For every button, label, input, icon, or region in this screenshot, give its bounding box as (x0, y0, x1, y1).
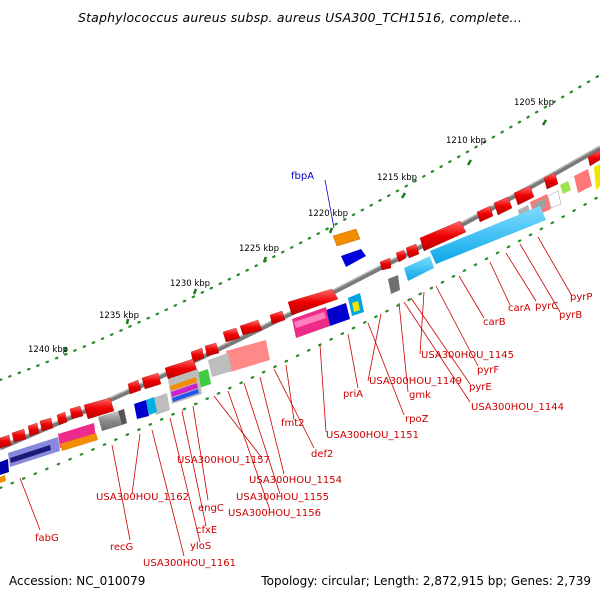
gene-label: recG (110, 542, 133, 553)
gene-label: USA300HOU_1157 (177, 455, 270, 466)
scale-label: 1205 kbp (514, 98, 554, 108)
genome-stats-label: Topology: circular; Length: 2,872,915 bp… (261, 574, 591, 588)
gene-label: pyrE (469, 382, 492, 393)
gene-label: gmk (409, 390, 431, 401)
scale-label: 1230 kbp (170, 279, 210, 289)
gene-label: USA300HOU_1156 (228, 508, 321, 519)
gene-label: USA300HOU_1161 (143, 558, 236, 569)
gene-label: def2 (311, 449, 333, 460)
inner-strand-genes (0, 164, 600, 483)
scale-label: 1215 kbp (377, 173, 417, 183)
forward-genes (324, 179, 366, 267)
gene-label: USA300HOU_1162 (96, 492, 189, 503)
gene-label: USA300HOU_1151 (326, 430, 419, 441)
gene-label: USA300HOU_1145 (421, 350, 514, 361)
gene-label: yloS (190, 541, 211, 552)
gene-label: USA300HOU_1149 (369, 376, 462, 387)
accession-label: Accession: NC_010079 (9, 574, 146, 588)
gene-label: USA300HOU_1155 (236, 492, 329, 503)
gene-label: pyrB (559, 310, 582, 321)
scale-label: 1235 kbp (99, 311, 139, 321)
gene-label: pyrC (535, 301, 558, 312)
scale-arc (0, 73, 600, 382)
gene-label: USA300HOU_1154 (249, 475, 342, 486)
scale-label: 1220 kbp (308, 209, 348, 219)
gene-label: fabG (35, 533, 59, 544)
gene-label: fmt2 (281, 418, 305, 429)
map-title: Staphylococcus aureus subsp. aureus USA3… (77, 10, 523, 25)
scale-labels: 1205 kbp 1210 kbp 1215 kbp 1220 kbp 1225… (28, 98, 554, 355)
inner-dotted-ring (0, 194, 600, 490)
gene-label: priA (343, 389, 363, 400)
scale-ticks (63, 119, 548, 353)
gene-label: carB (483, 317, 506, 328)
gene-labels: fbpA pyrP pyrB pyrC carA carB pyrF USA30… (35, 171, 592, 569)
scale-label: 1210 kbp (446, 136, 486, 146)
scale-label: 1225 kbp (239, 244, 279, 254)
outer-strand-genes (0, 149, 600, 449)
gene-label: engC (198, 503, 224, 514)
scale-label: 1240 kbp (28, 345, 68, 355)
gene-label: fbpA (291, 171, 314, 182)
label-leader-lines (19, 236, 573, 557)
gene-label: pyrP (570, 292, 592, 303)
gene-label: USA300HOU_1144 (471, 402, 564, 413)
gene-label: carA (508, 303, 531, 314)
gene-label: rpoZ (405, 414, 429, 425)
gene-label: pyrF (477, 365, 499, 376)
gene-label: cfxE (196, 525, 217, 536)
